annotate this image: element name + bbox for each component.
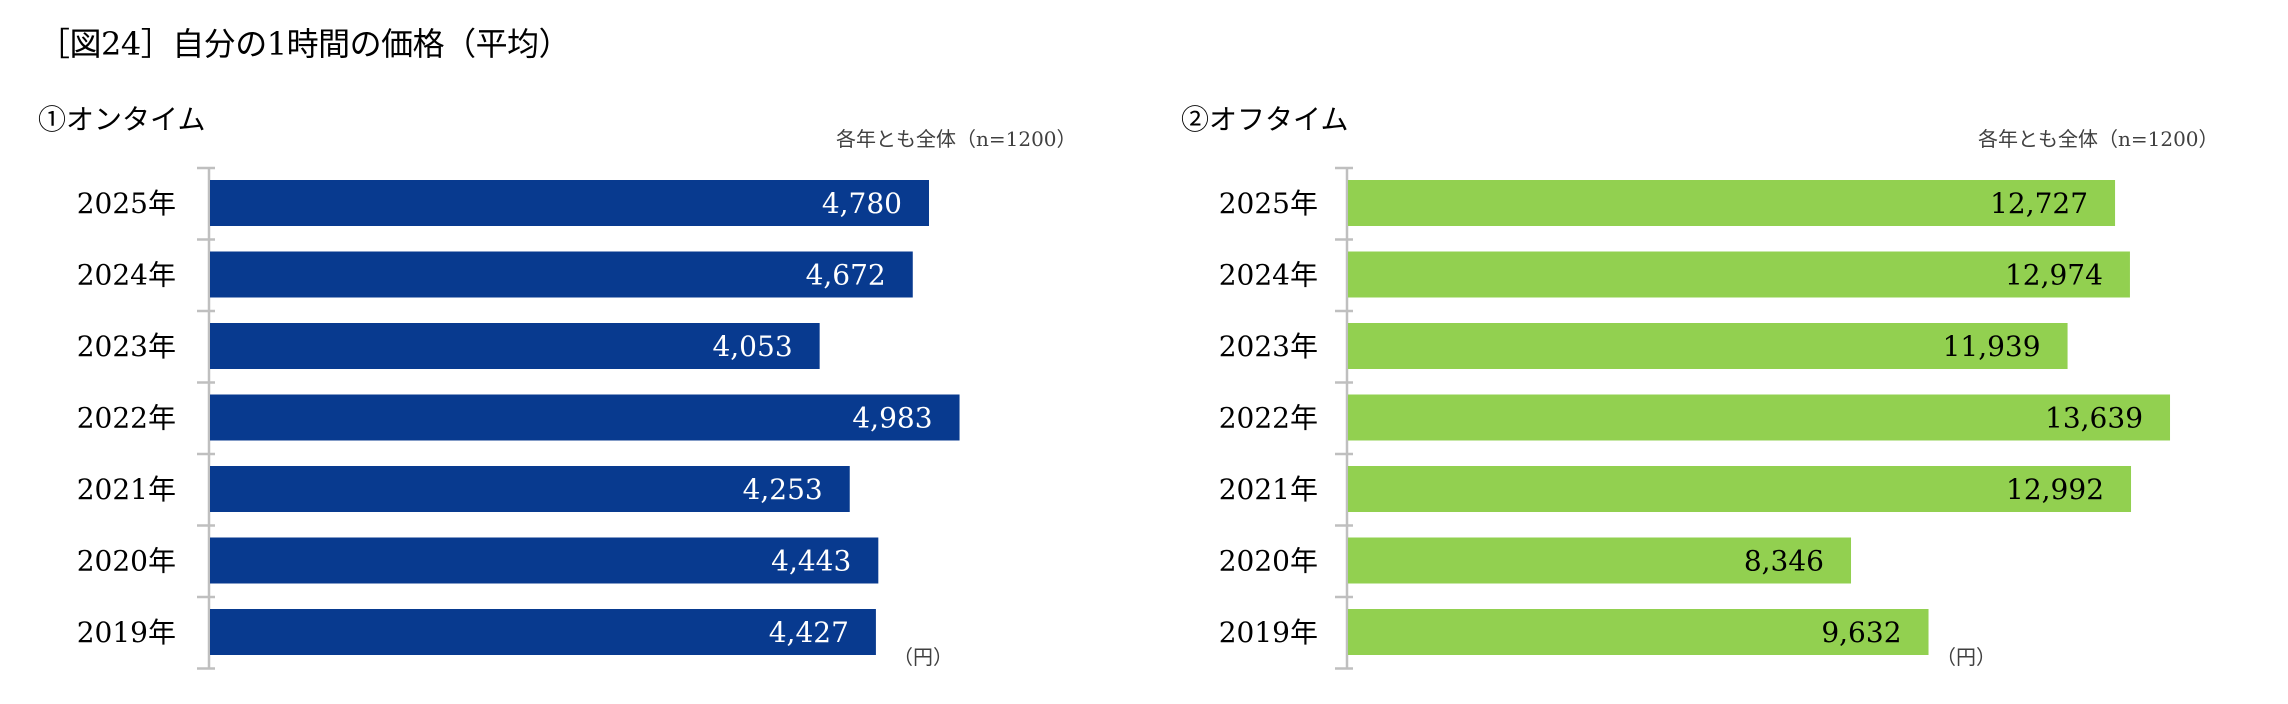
ontime-category-label: 2023年	[77, 330, 176, 363]
ontime-bar	[210, 394, 960, 441]
offtime-bar	[1348, 394, 2171, 441]
offtime-bar	[1348, 466, 2132, 512]
ontime-category-label: 2019年	[77, 616, 176, 649]
offtime-value-label: 9,632	[1821, 616, 1901, 649]
offtime-category-label: 2021年	[1219, 473, 1318, 506]
offtime-unit-label: （円）	[1936, 645, 1996, 669]
ontime-category-label: 2025年	[77, 187, 176, 220]
ontime-bar	[210, 323, 820, 369]
ontime-bar	[210, 537, 879, 584]
offtime-bar	[1348, 180, 2116, 226]
ontime-category-label: 2020年	[77, 545, 176, 578]
ontime-value-label: 4,672	[806, 259, 886, 292]
offtime-value-label: 12,727	[1990, 187, 2088, 220]
ontime-value-label: 4,053	[712, 330, 792, 363]
ontime-bar	[210, 180, 930, 226]
ontime-bar-chart: 2025年 4,780 2024年 4,672 2023年 4,053 2022年 4,983…	[77, 166, 960, 670]
ontime-bar	[210, 609, 876, 655]
offtime-category-label: 2024年	[1219, 259, 1318, 292]
figure-title: ［図24］自分の1時間の価格（平均）	[38, 25, 571, 63]
offtime-panel-title: ②オフタイム	[1181, 103, 1349, 136]
ontime-value-label: 4,443	[771, 545, 851, 578]
offtime-value-label: 12,974	[2005, 259, 2103, 292]
ontime-category-label: 2022年	[77, 402, 176, 435]
ontime-panel-title: ①オンタイム	[38, 103, 206, 136]
offtime-bar	[1348, 609, 1929, 655]
offtime-category-label: 2019年	[1219, 616, 1318, 649]
offtime-value-label: 13,639	[2045, 402, 2143, 435]
offtime-category-label: 2020年	[1219, 545, 1318, 578]
offtime-category-label: 2022年	[1219, 402, 1318, 435]
ontime-value-label: 4,427	[769, 616, 849, 649]
ontime-unit-label: （円）	[893, 645, 953, 669]
offtime-sample-note: 各年とも全体（n=1200）	[1978, 127, 2219, 151]
offtime-bar	[1348, 251, 2130, 298]
ontime-sample-note: 各年とも全体（n=1200）	[836, 127, 1077, 151]
offtime-value-label: 8,346	[1744, 545, 1824, 578]
ontime-category-label: 2021年	[77, 473, 176, 506]
ontime-category-label: 2024年	[77, 259, 176, 292]
offtime-value-label: 11,939	[1943, 330, 2041, 363]
offtime-value-label: 12,992	[2006, 473, 2104, 506]
offtime-bar	[1348, 323, 2068, 369]
ontime-bar	[210, 251, 913, 298]
ontime-value-label: 4,780	[822, 187, 902, 220]
ontime-value-label: 4,983	[852, 402, 932, 435]
offtime-category-label: 2025年	[1219, 187, 1318, 220]
ontime-value-label: 4,253	[743, 473, 823, 506]
offtime-bar	[1348, 537, 1852, 584]
offtime-category-label: 2023年	[1219, 330, 1318, 363]
ontime-bar	[210, 466, 850, 512]
